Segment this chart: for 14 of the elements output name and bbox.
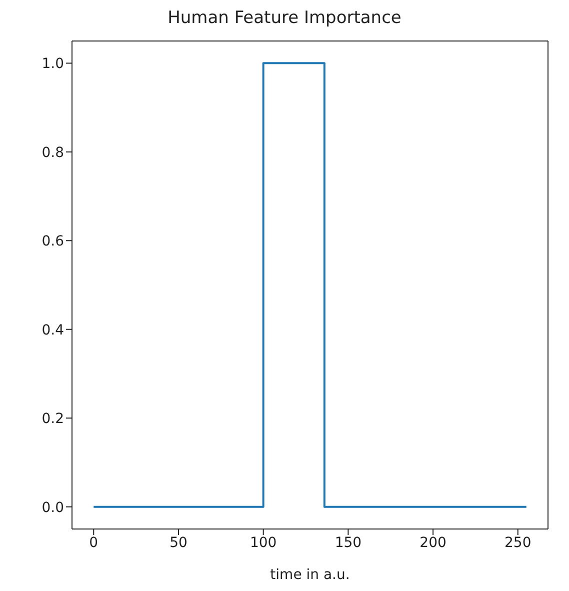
y-tick-label: 0.8 [42,144,64,161]
x-tick-label: 250 [504,534,532,551]
chart-title: Human Feature Importance [166,8,402,30]
y-tick-label: 0.6 [42,234,64,250]
x-tick-label: 0 [89,534,98,551]
x-axis-title: time in a.u. [270,567,350,583]
y-tick-label: 1.0 [42,56,64,72]
x-tick-label: 100 [250,534,277,551]
x-tick-label: 150 [334,534,362,551]
y-tick-label: 0.2 [42,411,64,428]
y-tick-label: 0.4 [42,322,64,338]
y-tick-label: 0.0 [42,500,64,516]
x-tick-label: 200 [420,534,446,551]
x-tick-label: 50 [170,534,188,551]
